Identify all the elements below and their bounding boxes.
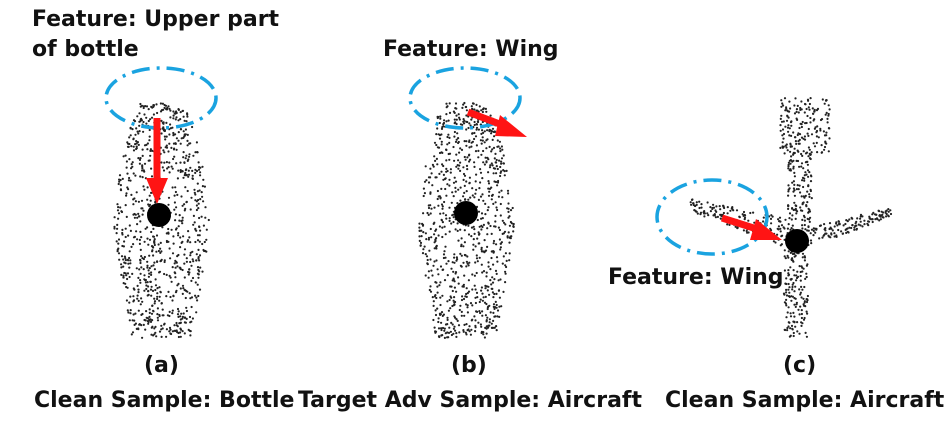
centroid-b	[454, 201, 478, 225]
panel-letter-a: (a)	[144, 355, 179, 377]
panel-letter-c: (c)	[783, 355, 816, 377]
feature-ellipse-c	[657, 180, 767, 254]
caption-a: Clean Sample: Bottle	[34, 390, 294, 412]
feature-ellipse-a	[106, 68, 216, 128]
panel-letter-b: (b)	[451, 355, 487, 377]
feature-label-c: Feature: Wing	[608, 267, 784, 289]
feature-label-a-line2: of bottle	[32, 39, 139, 61]
centroid-a	[147, 203, 171, 227]
caption-b: Target Adv Sample: Aircraft	[298, 390, 642, 412]
feature-label-b: Feature: Wing	[383, 39, 559, 61]
feature-label-a-line1: Feature: Upper part	[32, 9, 279, 31]
caption-c: Clean Sample: Aircraft	[665, 390, 944, 412]
arrow-c	[722, 218, 782, 240]
aircraft-point-cloud-c	[690, 97, 893, 338]
centroid-c	[785, 229, 809, 253]
